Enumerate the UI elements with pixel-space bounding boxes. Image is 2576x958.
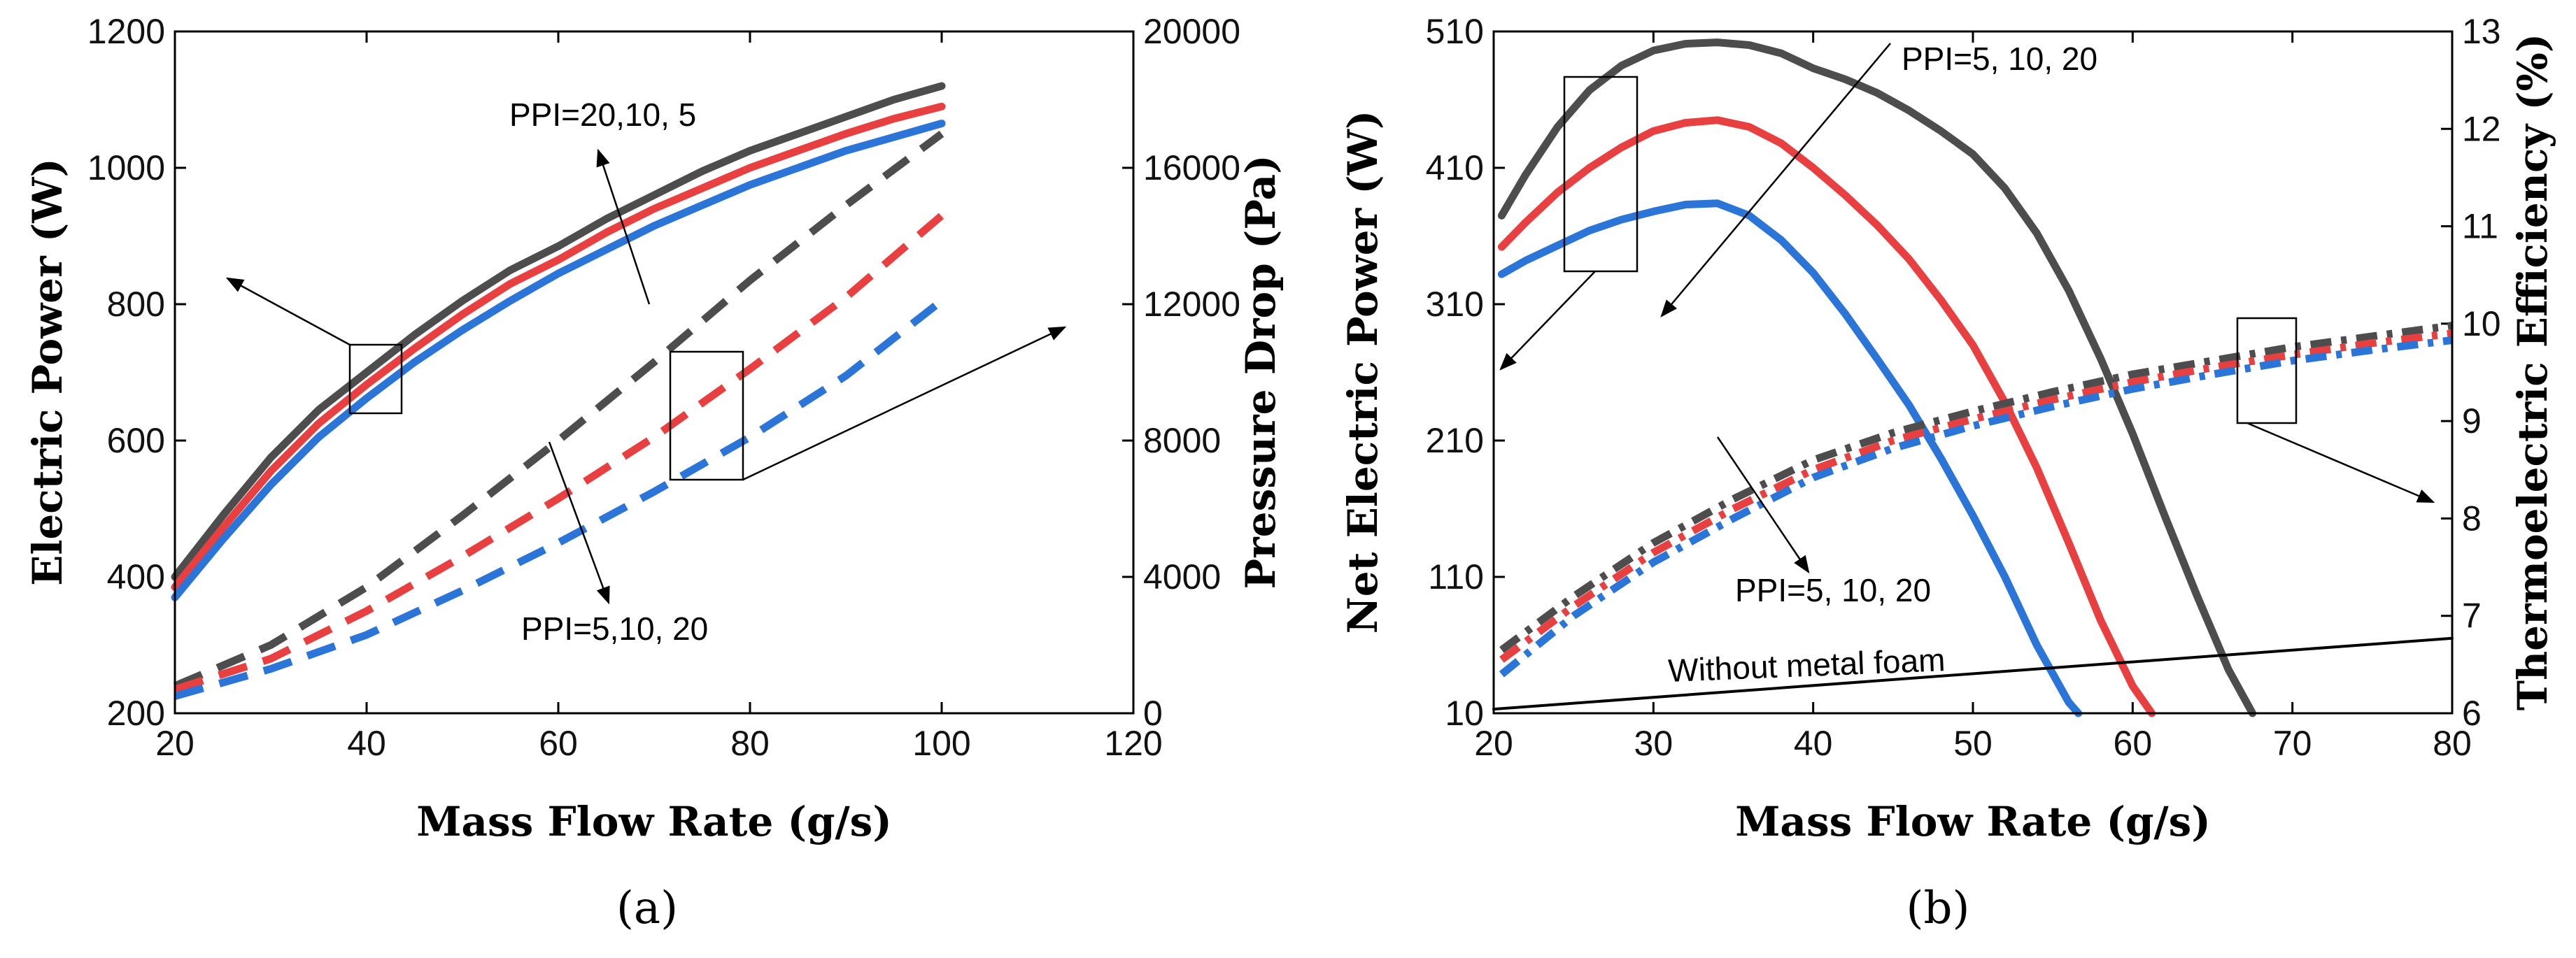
panel-a-arrow-power-axis [225,277,351,346]
panel-b-x-tick-label: 40 [1794,724,1833,763]
panel-b-y-axis-title: Net Electric Power (W) [1339,110,1387,634]
panel-b-x-tick-label: 30 [1634,724,1673,763]
panel-a-y-tick-label: 1200 [87,12,165,51]
panel-b-series-efficiency-ppi-20 [1499,322,2453,653]
panel-b-x-tick-label: 20 [1474,724,1513,763]
panel-a-y2-tick-label: 12000 [1143,285,1240,324]
panel-a-series-pressure-drop-ppi-10 [174,213,944,694]
panel-a-y2-tick-label: 16000 [1143,148,1240,187]
panel-a-x-tick-label: 20 [155,724,194,763]
panel-b-y-tick-label: 510 [1426,12,1484,51]
panel-a-series-pressure-drop-ppi-20 [173,130,944,690]
panel-b-annotations: PPI=5, 10, 20 PPI=5, 10, 20 Without meta… [1499,41,2435,689]
panel-b-y-tick-label: 410 [1426,148,1484,187]
panel-a: 20 40 60 80 100 12020040060080010001200040008… [24,12,1285,934]
panel-b-y-tick-label: 310 [1426,285,1484,324]
panel-a-y2-tick-label: 20000 [1143,12,1240,51]
panel-a-x-tick-label: 120 [1104,724,1162,763]
panel-a-y-tick-label: 200 [107,694,165,733]
panel-a-arrow-ppi-pressure [548,441,610,605]
panel-b-label: (b) [1906,882,1970,934]
panel-b-series-net-power-ppi-20 [1497,38,2257,717]
panel-b-x-axis-title: Mass Flow Rate (g/s) [1735,798,2211,845]
panel-a-label: (a) [616,882,678,934]
panel-b-tick-labels: 20 30 40 50 60 70 80 10 110 210 310 410 510 6 7 8 9 10 11 1… [1426,12,2501,763]
panel-b-y2-tick-label: 6 [2462,694,2482,733]
panel-b-series-efficiency-ppi-5 [1499,336,2453,678]
panel-a-y-tick-label: 400 [107,557,165,596]
panel-b-annotation-ppi-efficiency: PPI=5, 10, 20 [1735,572,1931,608]
panel-a-annotation-ppi-power: PPI=20,10, 5 [509,96,696,133]
panel-a-y-tick-label: 800 [107,285,165,324]
panel-a-pressure-marker-box [669,350,744,481]
panel-b-y2-tick-label: 9 [2462,401,2482,441]
panel-b-y2-tick-label: 12 [2462,109,2501,148]
panel-a-plot-frame [174,30,1135,715]
panel-a-series-electric-power-ppi-10 [171,102,946,592]
panel-b-y2-tick-label: 13 [2462,12,2501,51]
panel-a-power-marker-box [348,343,403,415]
panel-b-plot-frame [1492,30,2454,715]
panel-b-series-without-metal-foam [1492,636,2454,711]
panel-a-x-tick-label: 40 [347,724,386,763]
panel-b-arrow-efficiency-axis [2246,422,2435,503]
panel-b-efficiency-marker-box [2236,317,2298,424]
panel-b-series-efficiency-ppi-10 [1499,329,2453,663]
panel-a-y-axis-title: Electric Power (W) [24,158,71,586]
panel-b-y2-tick-label: 7 [2462,596,2482,636]
panel-b-y2-axis-title: Thermoelectric Efficiency (%) [2509,34,2556,710]
panel-a-y2-tick-label: 4000 [1143,557,1221,596]
panel-a-y-tick-label: 600 [107,421,165,460]
panel-b-x-tick-label: 50 [1953,724,1993,763]
panel-b-power-marker-box [1563,76,1639,273]
panel-a-y2-tick-label: 8000 [1143,421,1221,460]
panel-a-tick-labels: 20 40 60 80 100 12020040060080010001200040008… [87,12,1240,763]
panel-b-x-tick-label: 60 [2114,724,2153,763]
panel-b-arrow-power-axis [1499,271,1596,371]
panel-a-y-tick-label: 1000 [87,148,165,187]
panel-a-arrow-ppi-power [596,148,651,305]
panel-a-series-electric-power-ppi-20 [171,82,946,581]
panel-b-y-tick-label: 110 [1428,557,1484,596]
panel-b-y2-tick-label: 11 [2462,207,2498,246]
panel-a-x-tick-label: 60 [539,724,578,763]
panel-b-series [1492,38,2454,717]
panel-a-series-pressure-drop-ppi-5 [174,297,944,700]
panel-a-x-axis-title: Mass Flow Rate (g/s) [416,798,892,845]
panel-b-arrow-ppi-power [1660,43,1891,317]
panel-a-arrow-pressure-axis [742,326,1067,481]
panel-b-y-tick-label: 10 [1445,694,1484,733]
panel-b-arrow-ppi-efficiency [1716,436,1810,574]
panel-a-y2-tick-label: 0 [1143,694,1163,733]
panel-b-y2-tick-label: 10 [2462,304,2501,343]
panel-a-y2-axis-title: Pressure Drop (Pa) [1237,155,1285,589]
panel-b-x-tick-label: 80 [2433,724,2472,763]
panel-b-y2-tick-label: 8 [2462,499,2482,538]
panel-b: 20 30 40 50 60 70 80 10 110 210 310 410 510 6 7 8 9 10 11 1… [1339,12,2556,934]
panel-a-annotations: PPI=20,10, 5 PPI=5,10, 20 [225,96,1067,647]
panel-b-x-tick-label: 70 [2273,724,2312,763]
panel-a-series-electric-power-ppi-5 [171,120,946,601]
panel-a-series [171,82,946,700]
panel-a-x-tick-label: 100 [912,724,970,763]
panel-b-y-tick-label: 210 [1426,421,1484,460]
panel-a-x-tick-label: 80 [730,724,770,763]
panel-a-annotation-ppi-pressure: PPI=5,10, 20 [521,610,708,647]
panel-b-series-net-power-ppi-5 [1497,199,2083,717]
panel-b-annotation-without-foam: Without metal foam [1667,641,1946,689]
panel-b-series-net-power-ppi-10 [1497,116,2156,717]
panel-b-annotation-ppi-power: PPI=5, 10, 20 [1902,41,2097,77]
